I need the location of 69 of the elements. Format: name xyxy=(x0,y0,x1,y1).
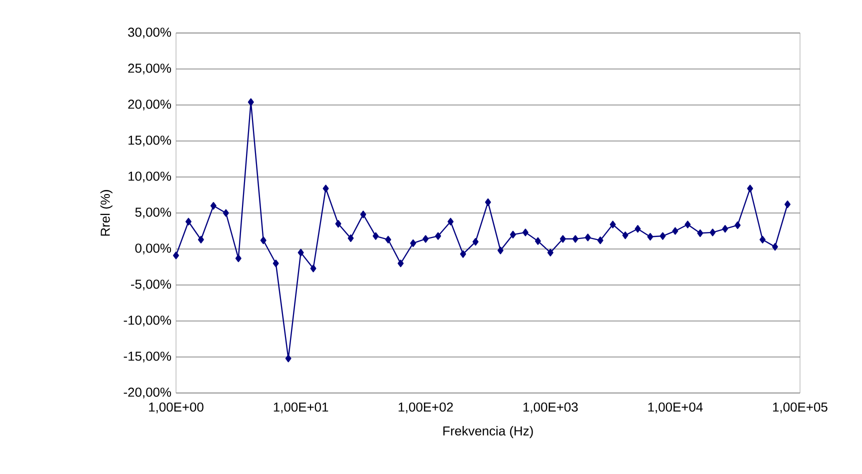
point xyxy=(672,227,678,235)
point xyxy=(734,221,741,230)
point xyxy=(547,248,554,256)
point xyxy=(398,260,404,268)
point xyxy=(760,236,766,244)
point xyxy=(472,238,479,246)
point xyxy=(173,252,179,260)
y-tick-label: 15,00% xyxy=(128,136,172,146)
y-tick-label: 20,00% xyxy=(128,100,172,110)
point xyxy=(260,236,266,244)
y-tick-label: 0,00% xyxy=(135,244,172,254)
point xyxy=(497,246,504,254)
x-tick-label: 1,00E+00 xyxy=(149,402,204,414)
point xyxy=(747,184,754,192)
point xyxy=(534,237,541,245)
point xyxy=(360,210,366,218)
point xyxy=(298,248,304,256)
y-tick-label: -10,00% xyxy=(124,316,172,326)
point xyxy=(660,232,666,240)
x-tick-label: 1,00E+01 xyxy=(274,402,328,414)
point xyxy=(186,218,192,226)
point xyxy=(647,232,654,241)
point xyxy=(522,228,528,236)
point xyxy=(285,354,292,362)
y-tick-label: 30,00% xyxy=(128,28,172,38)
point xyxy=(510,230,516,238)
point xyxy=(272,260,279,268)
point xyxy=(697,229,704,237)
point xyxy=(684,220,691,228)
point xyxy=(235,254,242,262)
point xyxy=(448,218,454,226)
y-axis-title: Rrel (%) xyxy=(100,190,112,236)
y-tick-label: 25,00% xyxy=(128,64,172,74)
y-tick-label: 5,00% xyxy=(135,208,172,218)
point xyxy=(572,235,578,243)
point xyxy=(222,209,229,217)
x-tick-label: 1,00E+04 xyxy=(648,402,703,414)
point xyxy=(485,198,491,206)
point xyxy=(198,236,204,244)
point xyxy=(385,236,392,244)
point xyxy=(435,232,442,240)
x-axis-title: Frekvencia (Hz) xyxy=(443,426,533,438)
y-tick-label: 10,00% xyxy=(128,172,172,182)
point xyxy=(410,239,416,248)
point xyxy=(460,250,466,258)
point xyxy=(710,228,716,236)
y-tick-label: -15,00% xyxy=(124,352,172,362)
point xyxy=(634,225,641,233)
point xyxy=(772,243,778,251)
point xyxy=(310,264,316,272)
x-tick-label: 1,00E+03 xyxy=(523,402,578,414)
x-tick-label: 1,00E+02 xyxy=(398,402,453,414)
point xyxy=(784,200,791,208)
point xyxy=(422,235,429,243)
point xyxy=(610,220,616,228)
point xyxy=(622,232,628,240)
point xyxy=(248,98,254,106)
point xyxy=(722,225,728,233)
point xyxy=(348,234,354,242)
point xyxy=(322,184,329,192)
point xyxy=(560,235,566,243)
y-tick-label: -5,00% xyxy=(131,280,172,290)
point xyxy=(372,232,379,240)
x-tick-label: 1,00E+05 xyxy=(773,402,828,414)
point xyxy=(210,202,216,210)
point xyxy=(597,236,604,244)
point xyxy=(584,234,591,242)
point xyxy=(335,220,342,228)
y-tick-label: -20,00% xyxy=(124,388,172,398)
